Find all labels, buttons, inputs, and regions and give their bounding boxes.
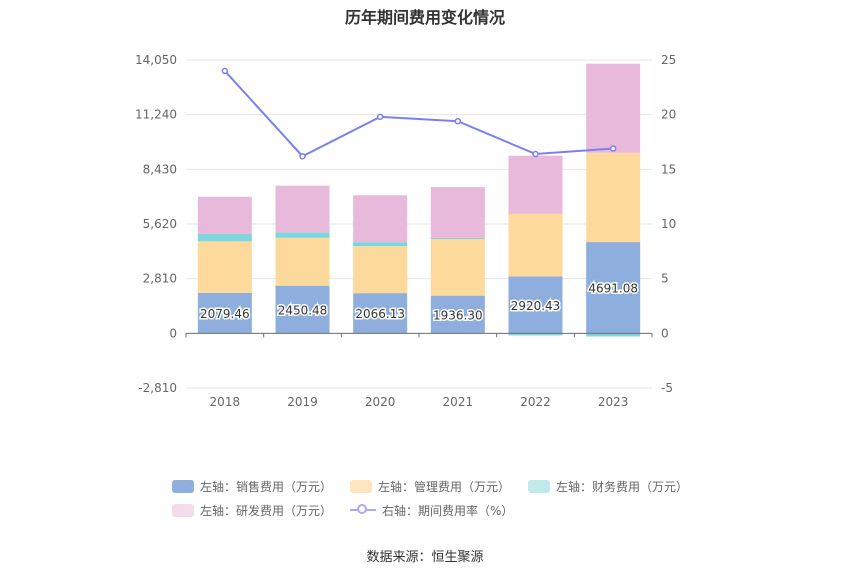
right-axis-tick-label: 20 <box>661 108 676 122</box>
chart-title: 历年期间费用变化情况 <box>344 8 505 27</box>
x-axis-tick-label: 2019 <box>287 395 318 409</box>
legend-label-sales: 左轴：销售费用（万元） <box>200 479 333 494</box>
bar-finance-2019 <box>275 232 330 238</box>
bar-rd-2018 <box>197 196 252 234</box>
left-axis-tick-label: 2,810 <box>143 272 177 286</box>
legend-swatch-admin <box>350 479 373 493</box>
legend-item-sales[interactable]: 左轴：销售费用（万元） <box>172 478 332 495</box>
right-axis-tick-label: 15 <box>661 162 676 176</box>
legend-item-admin[interactable]: 左轴：管理费用（万元） <box>350 478 510 495</box>
bar-admin-2021 <box>430 239 485 296</box>
legend-item-rd[interactable]: 左轴：研发费用（万元） <box>172 502 332 519</box>
right-axis-tick-label: 25 <box>661 53 676 67</box>
legend-item-rate[interactable]: 右轴：期间费用率（%） <box>350 502 513 519</box>
legend-label-rate: 右轴：期间费用率（%） <box>382 503 514 518</box>
bar-admin-2018 <box>197 241 252 293</box>
legend-swatch-finance <box>528 479 551 493</box>
legend-swatch-rd <box>172 503 194 517</box>
data-label-sales: 2079.46 <box>200 307 250 321</box>
right-axis-tick-label: -5 <box>661 381 673 395</box>
bar-rd-2020 <box>353 195 408 243</box>
x-axis-tick-label: 2021 <box>443 395 474 409</box>
bar-finance-2020 <box>353 242 408 247</box>
bar-admin-2022 <box>508 213 563 277</box>
left-axis-tick-label: 5,620 <box>143 217 177 231</box>
legend-swatch-sales <box>172 479 194 493</box>
x-axis-tick-label: 2020 <box>365 395 396 409</box>
rate-point-2022 <box>532 150 539 158</box>
rate-point-2021 <box>454 117 462 125</box>
bar-rd-2023 <box>586 63 641 153</box>
bar-sales-2022 <box>508 276 563 334</box>
bar-sales-2020 <box>353 293 408 334</box>
bar-finance-2023 <box>586 333 641 337</box>
rate-line <box>224 70 614 158</box>
legend-item-finance[interactable]: 左轴：财务费用（万元） <box>528 478 688 495</box>
data-label-sales: 2066.13 <box>355 307 405 321</box>
left-axis-tick-label: -2,810 <box>138 381 177 395</box>
left-axis-tick-label: 0 <box>169 326 177 340</box>
left-axis-tick-label: 11,240 <box>135 108 177 122</box>
x-axis-tick-label: 2018 <box>210 395 241 409</box>
legend-line-marker-icon <box>350 503 377 517</box>
left-axis-tick-label: 8,430 <box>143 162 177 176</box>
bar-sales-2021 <box>430 295 485 334</box>
bar-sales-2023 <box>586 242 641 334</box>
x-axis-tick-label: 2023 <box>598 395 629 409</box>
left-axis-tick-label: 14,050 <box>135 53 177 67</box>
bar-sales-2019 <box>275 285 330 334</box>
bar-sales-2018 <box>197 292 252 334</box>
rate-point-2018 <box>221 67 229 75</box>
chart-legend: 左轴：销售费用（万元） 左轴：管理费用（万元） 左轴：财务费用（万元） 左轴：研… <box>172 474 712 522</box>
bar-admin-2020 <box>353 246 408 294</box>
right-axis-tick-label: 5 <box>661 272 669 286</box>
bar-finance-2021 <box>430 237 485 240</box>
legend-label-admin: 左轴：管理费用（万元） <box>378 479 511 494</box>
bar-finance-2022 <box>508 333 563 336</box>
legend-label-finance: 左轴：财务费用（万元） <box>556 479 689 494</box>
bar-rd-2021 <box>430 187 485 238</box>
bar-admin-2023 <box>586 152 641 243</box>
rate-point-2023 <box>609 145 617 152</box>
rate-point-2020 <box>376 113 384 121</box>
data-label-sales: 1936.30 <box>433 308 483 322</box>
bar-admin-2019 <box>275 237 330 286</box>
x-axis-tick-label: 2022 <box>520 395 551 409</box>
legend-label-rd: 左轴：研发费用（万元） <box>200 503 333 518</box>
data-label-sales: 2450.48 <box>278 303 328 317</box>
data-label-sales: 4691.08 <box>588 282 638 296</box>
bar-rd-2022 <box>508 155 563 214</box>
bar-rd-2019 <box>275 185 330 233</box>
right-axis-tick-label: 0 <box>661 326 669 340</box>
right-axis-tick-label: 10 <box>661 217 676 231</box>
rate-point-2019 <box>299 152 306 160</box>
data-label-sales: 2920.43 <box>511 299 561 313</box>
data-source: 数据来源：恒生聚源 <box>366 550 484 565</box>
chart-plot-area: -2,810 0 2,810 5,620 8,430 11,240 14,050 -5 0 5 10… <box>135 53 676 409</box>
bar-finance-2018 <box>197 233 252 242</box>
